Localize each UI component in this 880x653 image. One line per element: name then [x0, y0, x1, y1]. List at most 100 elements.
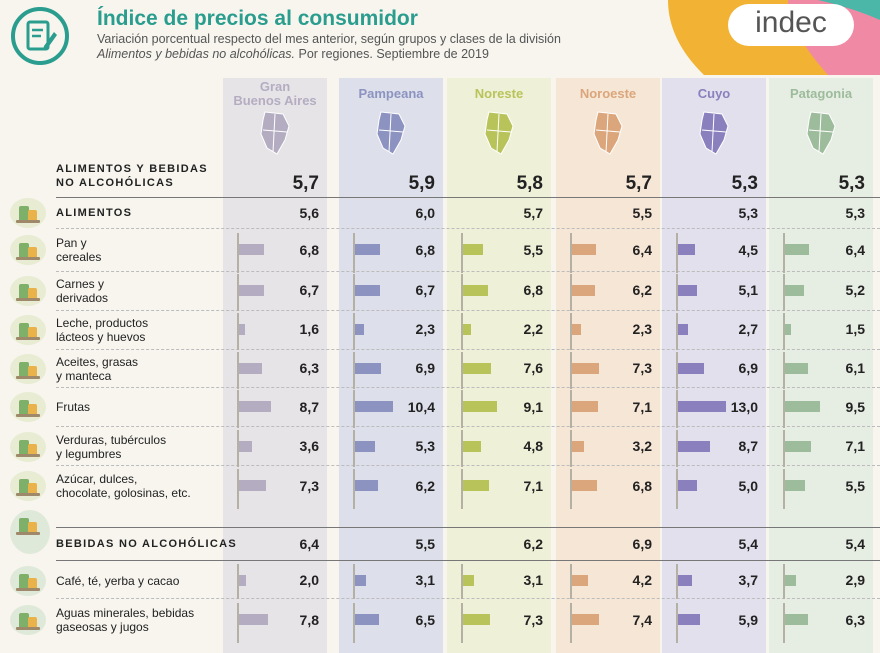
row-label-line1: BEBIDAS NO ALCOHÓLICAS	[56, 538, 237, 550]
row-label: Leche, productos lácteos y huevos	[56, 316, 148, 344]
bar-axis	[570, 312, 572, 350]
value-cell: 6,8	[632, 477, 652, 494]
value-bar	[239, 244, 265, 255]
bar-axis	[783, 351, 785, 389]
row-separator	[56, 310, 880, 311]
value-bar	[785, 574, 796, 586]
value-cell: 5,6	[299, 204, 319, 221]
value-bar	[355, 244, 381, 255]
bar-axis	[237, 563, 239, 599]
bar-axis	[461, 429, 463, 467]
value-cell: 7,6	[523, 360, 543, 377]
value-cell: 7,3	[632, 360, 652, 377]
region-map-icon	[662, 108, 766, 158]
bar-axis	[461, 603, 463, 643]
bar-axis	[570, 429, 572, 467]
value-bar	[239, 574, 247, 586]
coffee-icon	[10, 565, 46, 596]
value-cell: 6,4	[299, 535, 319, 552]
value-cell: 5,3	[838, 172, 865, 194]
bar-axis	[676, 273, 678, 311]
bar-axis	[353, 563, 355, 599]
bar-axis	[237, 429, 239, 467]
row-label-line2: y legumbres	[56, 446, 122, 461]
banana-icon	[10, 392, 46, 422]
value-cell: 5,3	[738, 204, 758, 221]
value-bar	[572, 244, 596, 255]
value-cell: 5,7	[292, 172, 319, 194]
value-cell: 1,5	[845, 321, 865, 338]
value-cell: 5,7	[625, 172, 652, 194]
value-cell: 2,7	[738, 321, 758, 338]
value-cell: 6,9	[415, 360, 435, 377]
value-cell: 3,7	[738, 572, 758, 589]
bar-axis	[570, 390, 572, 428]
page-subtitle: Variación porcentual respecto del mes an…	[97, 32, 657, 62]
row-separator	[56, 465, 880, 466]
value-bar	[463, 284, 489, 296]
value-bar	[785, 323, 791, 335]
value-cell: 8,7	[299, 398, 319, 415]
value-cell: 5,4	[738, 535, 758, 552]
bar-axis	[676, 390, 678, 428]
value-cell: 5,3	[415, 438, 435, 455]
bar-axis	[461, 469, 463, 509]
value-cell: 7,1	[632, 398, 652, 415]
value-cell: 6,2	[415, 477, 435, 494]
clipboard-icon	[10, 6, 70, 66]
bar-axis	[783, 390, 785, 428]
region-header-1: Pampeana	[339, 87, 443, 101]
row-label-line1: Café, té, yerba y cacao	[56, 573, 180, 588]
value-cell: 7,1	[523, 477, 543, 494]
value-bar	[239, 401, 272, 412]
value-cell: 5,2	[845, 282, 865, 299]
value-bar	[678, 440, 711, 452]
bar-axis	[353, 312, 355, 350]
value-bar	[572, 401, 599, 412]
value-cell: 6,4	[845, 241, 865, 258]
row-separator	[56, 527, 880, 528]
value-bar	[785, 362, 808, 374]
bar-axis	[353, 351, 355, 389]
row-label-line2: cereales	[56, 250, 102, 264]
bar-axis	[461, 233, 463, 273]
value-cell: 5,5	[523, 241, 543, 258]
value-bar	[355, 362, 381, 374]
bar-axis	[783, 469, 785, 509]
bar-axis	[676, 312, 678, 350]
value-bar	[355, 440, 375, 452]
bar-axis	[353, 469, 355, 509]
bar-axis	[353, 429, 355, 467]
region-name-line1: Gran	[259, 79, 291, 94]
row-label-line1: Pan y	[56, 236, 87, 250]
row-label: Pan y cereales	[56, 236, 101, 264]
value-bar	[572, 362, 599, 374]
value-bar	[355, 401, 394, 412]
value-cell: 9,1	[523, 398, 543, 415]
row-label: ALIMENTOS Y BEBIDAS NO ALCOHÓLICAS	[56, 162, 208, 190]
value-cell: 7,1	[845, 438, 865, 455]
value-cell: 5,5	[415, 535, 435, 552]
bar-axis	[237, 312, 239, 350]
value-bar	[785, 244, 809, 255]
bar-axis	[783, 233, 785, 273]
value-cell: 5,9	[738, 611, 758, 628]
bar-axis	[676, 563, 678, 599]
value-cell: 6,2	[632, 282, 652, 299]
region-header-5: Patagonia	[769, 87, 873, 101]
value-cell: 6,9	[738, 360, 758, 377]
region-name-line1: Cuyo	[697, 86, 731, 101]
row-label: Aguas minerales, bebidas gaseosas y jugos	[56, 606, 194, 634]
region-name-line1: Patagonia	[789, 86, 853, 101]
bar-axis	[237, 603, 239, 643]
value-bar	[572, 614, 600, 625]
value-cell: 3,1	[523, 572, 543, 589]
value-bar	[572, 284, 595, 296]
row-label: Aceites, grasas y manteca	[56, 355, 138, 383]
value-cell: 2,3	[632, 321, 652, 338]
value-bar	[678, 401, 727, 412]
value-bar	[678, 244, 695, 255]
row-separator	[56, 349, 880, 350]
value-cell: 4,8	[523, 438, 543, 455]
value-bar	[785, 614, 809, 625]
